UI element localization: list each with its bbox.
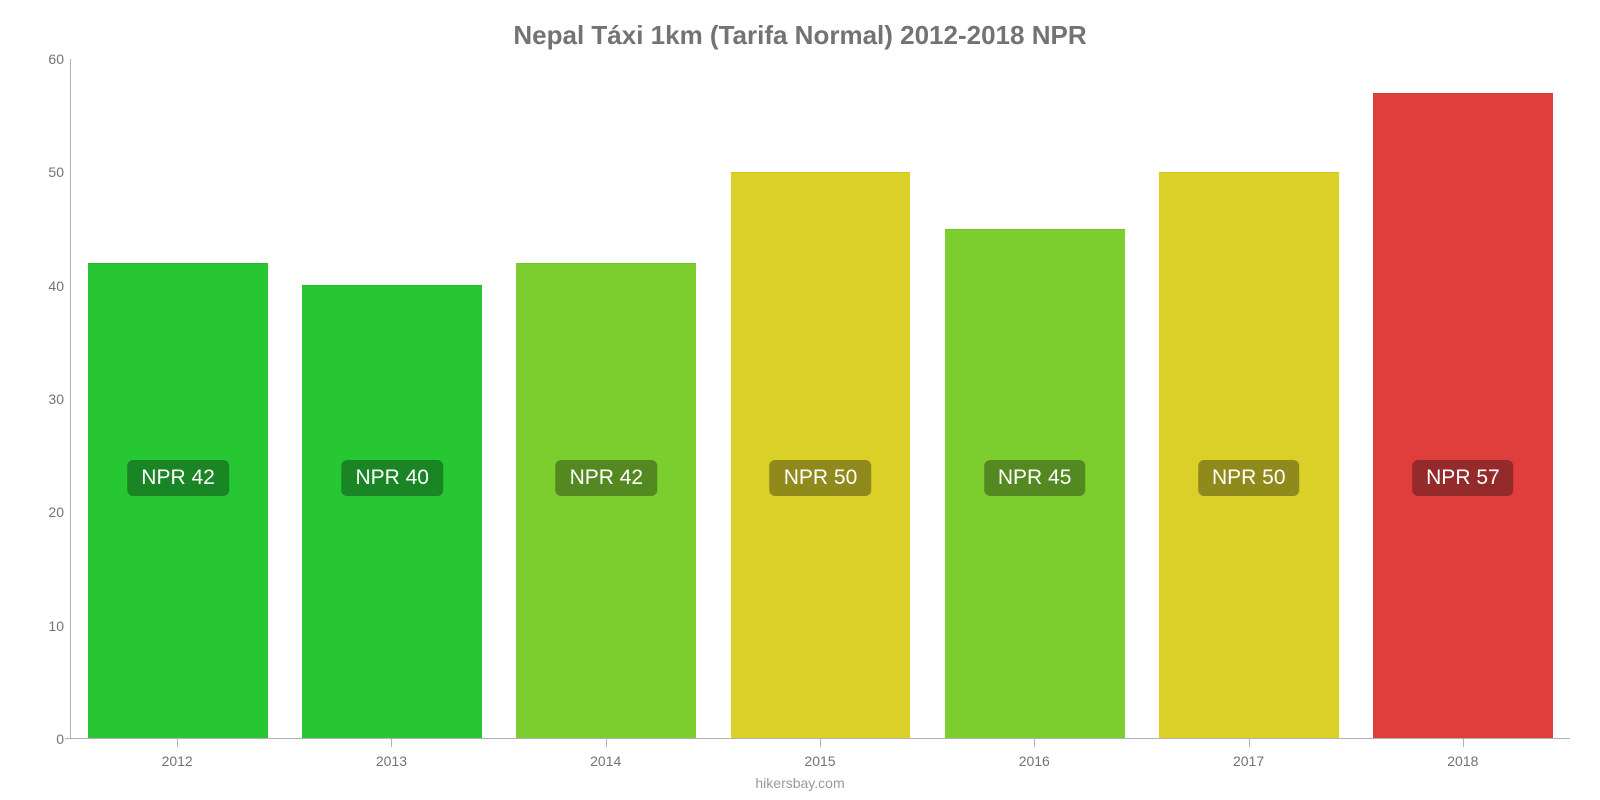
bar-slot: NPR 42 xyxy=(499,59,713,738)
bar-slot: NPR 42 xyxy=(71,59,285,738)
y-tick-label: 30 xyxy=(30,391,64,407)
plot: NPR 42 NPR 40 NPR 42 NPR 50 NPR 45 NPR 50 NPR … xyxy=(70,59,1570,739)
bar-value-label: NPR 42 xyxy=(556,460,658,496)
bars-container: NPR 42 NPR 40 NPR 42 NPR 50 NPR 45 NPR 50 NPR … xyxy=(71,59,1570,738)
x-tick-label: 2014 xyxy=(499,739,713,769)
x-tick-label: 2016 xyxy=(927,739,1141,769)
bar: NPR 45 xyxy=(945,229,1125,738)
plot-area: 0102030405060 NPR 42NPR 40NPR 42NPR 50NP… xyxy=(30,59,1570,739)
bar-slot: NPR 57 xyxy=(1356,59,1570,738)
x-tick-label: 2015 xyxy=(713,739,927,769)
bar: NPR 50 xyxy=(731,172,911,738)
chart-title: Nepal Táxi 1km (Tarifa Normal) 2012-2018… xyxy=(30,20,1570,51)
x-tick-label: 2013 xyxy=(284,739,498,769)
bar-slot: NPR 40 xyxy=(285,59,499,738)
bar-chart: Nepal Táxi 1km (Tarifa Normal) 2012-2018… xyxy=(0,0,1600,800)
x-tick-label: 2018 xyxy=(1356,739,1570,769)
bar: NPR 42 xyxy=(516,263,696,738)
bar-slot: NPR 50 xyxy=(713,59,927,738)
y-tick-label: 0 xyxy=(30,731,64,747)
y-tick-label: 60 xyxy=(30,51,64,67)
bar-value-label: NPR 42 xyxy=(127,460,229,496)
x-axis: 2012201320142015201620172018 xyxy=(70,739,1570,769)
attribution: hikersbay.com xyxy=(30,775,1570,791)
bar: NPR 42 xyxy=(88,263,268,738)
bar-value-label: NPR 50 xyxy=(1198,460,1300,496)
bar-value-label: NPR 45 xyxy=(984,460,1086,496)
bar: NPR 50 xyxy=(1159,172,1339,738)
y-tick-label: 20 xyxy=(30,504,64,520)
x-tick-label: 2017 xyxy=(1141,739,1355,769)
y-tick-label: 40 xyxy=(30,278,64,294)
bar: NPR 57 xyxy=(1373,93,1553,738)
bar-value-label: NPR 57 xyxy=(1412,460,1514,496)
bar-value-label: NPR 50 xyxy=(770,460,872,496)
bar-slot: NPR 50 xyxy=(1142,59,1356,738)
bar-slot: NPR 45 xyxy=(928,59,1142,738)
x-tick-label: 2012 xyxy=(70,739,284,769)
bar: NPR 40 xyxy=(302,285,482,738)
y-tick-label: 50 xyxy=(30,164,64,180)
y-tick-label: 10 xyxy=(30,618,64,634)
bar-value-label: NPR 40 xyxy=(341,460,443,496)
y-axis: 0102030405060 xyxy=(30,59,70,739)
